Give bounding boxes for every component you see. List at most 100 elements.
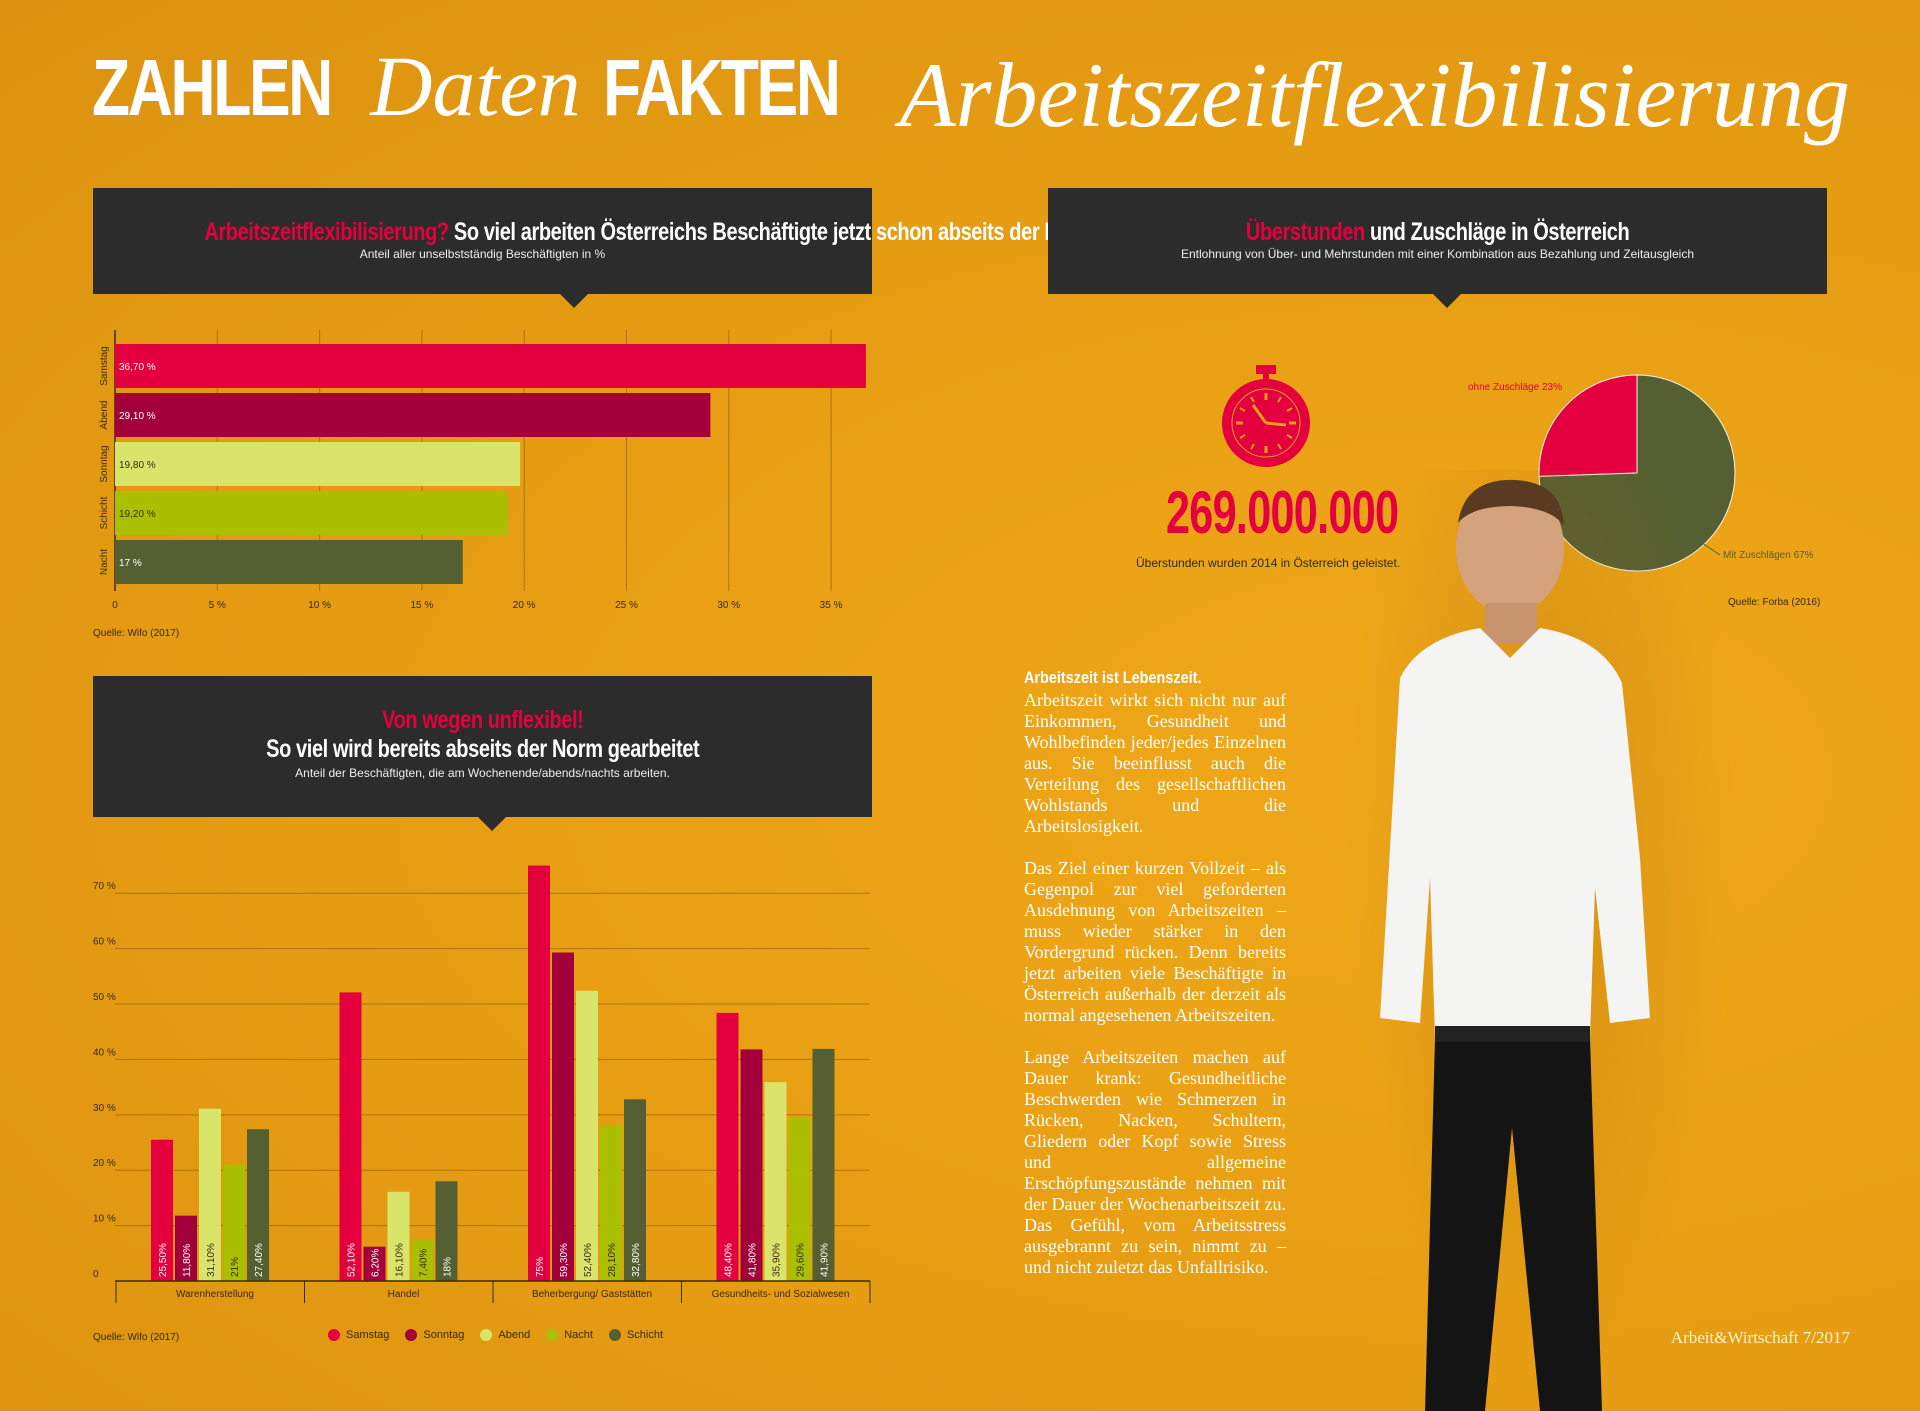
chart2-bar bbox=[624, 1099, 646, 1281]
chart2-bar bbox=[812, 1048, 835, 1281]
chart1-tick-label: 20 % bbox=[513, 600, 536, 611]
chart2-bar bbox=[788, 1117, 811, 1281]
chart1-bar bbox=[115, 442, 521, 486]
chart2-bar bbox=[363, 1246, 386, 1281]
legend-item: Schicht bbox=[608, 1329, 664, 1341]
legend-label: Schicht bbox=[626, 1329, 664, 1341]
legend-item: Abend bbox=[480, 1329, 530, 1341]
chart1-bar bbox=[115, 344, 866, 388]
legend-item: Sonntag bbox=[405, 1329, 464, 1341]
chart2-title-rest: So viel wird bereits abseits der Norm ge… bbox=[265, 735, 700, 763]
legend-label: Samstag bbox=[346, 1329, 390, 1341]
title-zahlen: ZAHLEN bbox=[92, 43, 333, 132]
chart2-tick-label: 30 % bbox=[93, 1103, 116, 1114]
person-figure bbox=[1380, 479, 1650, 1411]
chart1-tick-label: 5 % bbox=[209, 600, 226, 611]
chart1-title: Arbeitszeitflexibilisierung? So viel arb… bbox=[204, 218, 1095, 247]
overtime-number: 269.000.000 bbox=[1166, 479, 1399, 546]
chart2-banner: Von wegen unflexibel! So viel wird berei… bbox=[93, 676, 872, 831]
chart2-bar-label: 21% bbox=[230, 1257, 241, 1277]
chart1-banner: Arbeitszeitflexibilisierung? So viel arb… bbox=[93, 188, 1095, 308]
chart1-bar-label: 36,70 % bbox=[119, 362, 156, 373]
chart2-bar-label: 75% bbox=[535, 1257, 546, 1277]
chart2-bar-label: 27,40% bbox=[254, 1243, 265, 1277]
chart1-tick-label: 15 % bbox=[410, 600, 433, 611]
chart2-bar bbox=[339, 992, 362, 1281]
chart2-bar-label: 35,90% bbox=[772, 1243, 783, 1277]
pie-slice bbox=[1538, 374, 1638, 477]
chart2-bar-label: 7,40% bbox=[419, 1249, 430, 1277]
chart1-category-label: Schicht bbox=[99, 496, 110, 529]
chart2-bar bbox=[223, 1164, 245, 1281]
chart1-category-label: Nacht bbox=[99, 549, 110, 575]
chart2-bar-label: 41,90% bbox=[820, 1243, 831, 1277]
chart2-bar bbox=[552, 952, 574, 1281]
chart2-bar bbox=[411, 1240, 434, 1281]
chart1-category-label: Sonntag bbox=[99, 445, 110, 482]
legend-swatch bbox=[480, 1329, 493, 1341]
chart2-bar-label: 48,40% bbox=[724, 1243, 735, 1277]
chart1-bar bbox=[115, 393, 711, 437]
chart2-bar bbox=[600, 1125, 622, 1281]
chart2-category-label: Gesundheits- und Sozialwesen bbox=[712, 1289, 850, 1300]
clock-icon bbox=[1222, 365, 1310, 467]
chart1-bar-label: 17 % bbox=[119, 558, 142, 569]
chart1-title-rest: So viel arbeiten Österreichs Beschäftigt… bbox=[453, 218, 1096, 246]
chart2-bar bbox=[175, 1215, 197, 1281]
chart2-bar-label: 32,80% bbox=[631, 1243, 642, 1277]
chart2-tick-label: 50 % bbox=[93, 992, 116, 1003]
legend-swatch bbox=[546, 1329, 559, 1341]
chart1-bar bbox=[115, 491, 508, 535]
chart2-bar bbox=[740, 1049, 763, 1281]
chart2-bar bbox=[528, 865, 550, 1281]
legend-swatch bbox=[405, 1329, 418, 1341]
chart2-category-label: Beherbergung/ Gaststätten bbox=[532, 1289, 652, 1300]
chart2-bar bbox=[576, 990, 598, 1281]
chart2-tick-label: 10 % bbox=[93, 1214, 116, 1225]
chart2-svg: 25,50% 11,80% 31,10% 21% 27,40% 52,10% 6,20% 16… bbox=[93, 865, 871, 1303]
chart2-bar-label: 11,80% bbox=[182, 1244, 193, 1277]
legend-label: Abend bbox=[498, 1329, 531, 1341]
legend-item: Samstag bbox=[328, 1329, 389, 1341]
pie-leader-line bbox=[1701, 542, 1721, 556]
footer-issue: Arbeit&Wirtschaft 7/2017 bbox=[1670, 1328, 1850, 1347]
legend-label: Nacht bbox=[564, 1329, 593, 1341]
chart2-bar bbox=[435, 1181, 458, 1281]
chart2-bar-label: 59,30% bbox=[559, 1243, 570, 1277]
legend-label: Sonntag bbox=[423, 1329, 465, 1341]
chart1-category-label: Abend bbox=[99, 401, 110, 430]
chart2-title-red: Von wegen unflexibel! bbox=[381, 706, 584, 734]
chart1-tick-label: 35 % bbox=[820, 600, 843, 611]
chart1-bar-label: 19,20 % bbox=[119, 509, 156, 520]
chart1-category-label: Samstag bbox=[99, 346, 110, 385]
article-body: Arbeitszeit wirkt sich nicht nur auf Ein… bbox=[1024, 690, 1286, 1299]
chart2-tick-label: 0 bbox=[93, 1269, 99, 1280]
chart2-bar-label: 18% bbox=[443, 1257, 454, 1277]
article-paragraph-2: Das Ziel einer kurzen Vollzeit – als Geg… bbox=[1024, 858, 1286, 1025]
pie-chart-svg: ohne Zuschläge 23% Mit Zuschlägen 67% bbox=[1468, 374, 1814, 572]
pie-label: Mit Zuschlägen 67% bbox=[1723, 550, 1814, 561]
chart3-banner: Überstunden und Zuschläge in Österreich … bbox=[1048, 188, 1827, 308]
chart2-bar bbox=[247, 1129, 269, 1281]
chart1-source: Quelle: Wifo (2017) bbox=[93, 628, 180, 639]
chart2-bar bbox=[151, 1139, 173, 1281]
chart2-tick-label: 40 % bbox=[93, 1047, 116, 1058]
chart2-tick-label: 20 % bbox=[93, 1158, 116, 1169]
chart2-tick-label: 70 % bbox=[93, 881, 116, 892]
chart1-bar-label: 19,80 % bbox=[119, 460, 156, 471]
legend-swatch bbox=[608, 1329, 621, 1341]
legend-item: Nacht bbox=[546, 1329, 593, 1341]
chart3-title: Überstunden und Zuschläge in Österreich bbox=[1246, 218, 1630, 247]
pie-label: ohne Zuschläge 23% bbox=[1468, 382, 1562, 393]
chart3-title-rest: und Zuschläge in Österreich bbox=[1369, 218, 1630, 246]
chart1-bar-label: 29,10 % bbox=[119, 411, 156, 422]
title-daten: Daten bbox=[370, 38, 581, 134]
chart2-bar bbox=[199, 1108, 221, 1281]
chart1-tick-label: 25 % bbox=[615, 600, 638, 611]
chart2-bar-label: 41,80% bbox=[748, 1243, 759, 1277]
chart3-subtitle: Entlohnung von Über- und Mehrstunden mit… bbox=[1181, 247, 1694, 261]
chart1-bar bbox=[115, 540, 463, 584]
chart2-tick-label: 60 % bbox=[93, 937, 116, 948]
chart1-subtitle: Anteil aller unselbstständig Beschäftigt… bbox=[359, 247, 606, 261]
page-title-right: Arbeitszeitflexibilisierung bbox=[899, 44, 1850, 146]
